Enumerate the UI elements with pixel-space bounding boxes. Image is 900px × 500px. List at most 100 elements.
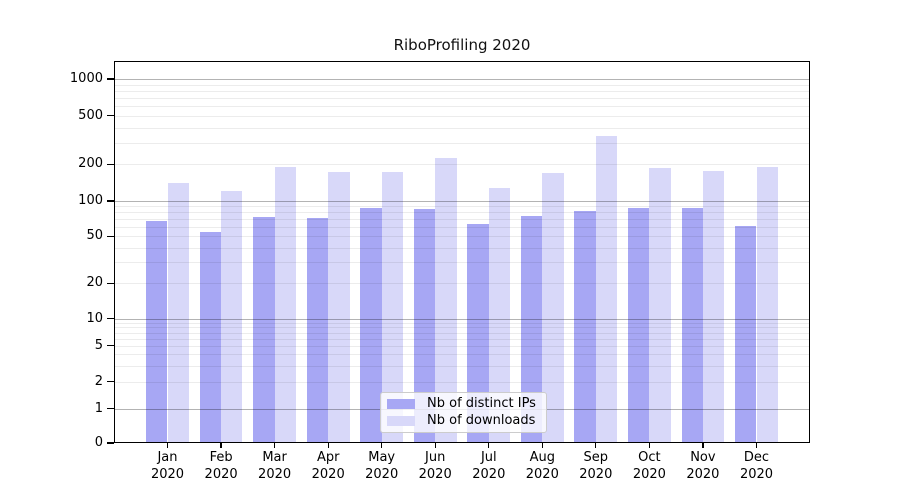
bar-nb-of-distinct-ips-oct bbox=[628, 207, 650, 443]
gridline-minor-800 bbox=[115, 90, 809, 92]
gridline-minor-200 bbox=[115, 164, 809, 166]
x-tick-label-aug: Aug 2020 bbox=[510, 449, 574, 483]
x-tick-month-text: Nov bbox=[690, 450, 716, 465]
gridline-minor-400 bbox=[115, 127, 809, 129]
gridline-minor-30 bbox=[115, 262, 809, 264]
x-tick-may bbox=[381, 443, 383, 448]
x-tick-year-text: 2020 bbox=[418, 467, 452, 482]
x-tick-apr bbox=[327, 443, 329, 448]
x-tick-label-dec: Dec 2020 bbox=[725, 449, 789, 483]
x-tick-label-may: May 2020 bbox=[350, 449, 414, 483]
x-tick-year-text: 2020 bbox=[686, 467, 720, 482]
x-tick-label-sep: Sep 2020 bbox=[564, 449, 628, 483]
x-tick-dec bbox=[755, 443, 758, 448]
y-tick-label-1000: 1000 bbox=[69, 71, 103, 86]
bar-nb-of-downloads-jun bbox=[435, 158, 457, 443]
gridline-minor-9 bbox=[115, 322, 809, 324]
gridline-major-1000 bbox=[115, 79, 809, 80]
x-tick-month-text: Oct bbox=[638, 450, 661, 465]
y-tick-1 bbox=[107, 408, 114, 410]
x-tick-month-text: Aug bbox=[529, 450, 555, 465]
gridline-minor-7 bbox=[115, 332, 809, 334]
y-tick-label-10: 10 bbox=[86, 310, 103, 326]
y-tick-100 bbox=[107, 200, 114, 202]
bar-nb-of-distinct-ips-jan bbox=[146, 220, 168, 443]
gridline-major-10 bbox=[115, 318, 809, 320]
x-tick-year-text: 2020 bbox=[150, 467, 185, 482]
x-tick-sep bbox=[595, 443, 597, 448]
y-tick-label-200: 200 bbox=[78, 156, 103, 172]
x-tick-month-text: May bbox=[368, 450, 396, 465]
bar-nb-of-downloads-apr bbox=[328, 171, 350, 443]
gridline-minor-3 bbox=[115, 365, 809, 367]
bar-nb-of-distinct-ips-dec bbox=[735, 226, 757, 443]
gridline-minor-70 bbox=[115, 219, 809, 221]
bar-nb-of-downloads-nov bbox=[702, 171, 725, 443]
gridline-minor-600 bbox=[115, 106, 809, 108]
bar-nb-of-distinct-ips-feb bbox=[199, 231, 222, 443]
x-tick-label-mar: Mar 2020 bbox=[243, 449, 307, 483]
x-tick-year-text: 2020 bbox=[579, 467, 613, 482]
gridline-minor-4 bbox=[115, 354, 809, 356]
y-tick-2 bbox=[107, 380, 114, 383]
bar-nb-of-distinct-ips-nov bbox=[681, 208, 703, 443]
x-tick-month-text: Mar bbox=[262, 450, 287, 465]
gridline-minor-500 bbox=[115, 115, 809, 117]
gridline-minor-80 bbox=[115, 212, 809, 214]
bar-nb-of-downloads-dec bbox=[756, 167, 778, 443]
gridline-minor-2 bbox=[115, 381, 809, 383]
x-tick-jul bbox=[488, 443, 490, 448]
x-tick-month-text: Apr bbox=[316, 450, 340, 465]
gridline-minor-8 bbox=[115, 327, 809, 329]
x-tick-label-oct: Oct 2020 bbox=[617, 449, 681, 483]
y-tick-500 bbox=[107, 115, 114, 117]
legend-entry-downloads: Nb of downloads bbox=[387, 414, 538, 428]
bar-nb-of-downloads-jul bbox=[488, 187, 511, 443]
bar-nb-of-downloads-may bbox=[381, 172, 404, 443]
x-tick-month-text: Jan bbox=[157, 450, 178, 465]
x-tick-year-text: 2020 bbox=[472, 467, 506, 482]
y-tick-50 bbox=[107, 235, 114, 237]
y-tick-label-20: 20 bbox=[86, 275, 103, 291]
gridline-minor-20 bbox=[115, 283, 809, 285]
x-tick-label-nov: Nov 2020 bbox=[671, 449, 735, 483]
x-tick-label-jan: Jan 2020 bbox=[136, 449, 200, 483]
gridline-minor-900 bbox=[115, 84, 809, 86]
legend-entry-distinct-ips: Nb of distinct IPs bbox=[387, 397, 538, 411]
gridline-minor-40 bbox=[115, 247, 809, 249]
x-tick-year-text: 2020 bbox=[365, 467, 399, 482]
bar-nb-of-distinct-ips-may bbox=[360, 208, 382, 443]
legend: Nb of distinct IPs Nb of downloads bbox=[380, 392, 547, 433]
x-tick-month-text: Sep bbox=[583, 450, 609, 465]
x-tick-aug bbox=[541, 443, 543, 448]
x-tick-label-jul: Jul 2020 bbox=[457, 449, 521, 483]
x-tick-year-text: 2020 bbox=[258, 467, 292, 482]
bar-nb-of-downloads-feb bbox=[221, 190, 243, 443]
bar-nb-of-distinct-ips-mar bbox=[253, 217, 275, 443]
y-tick-label-2: 2 bbox=[94, 373, 103, 389]
bar-nb-of-downloads-mar bbox=[274, 167, 296, 443]
bar-nb-of-distinct-ips-aug bbox=[520, 215, 543, 443]
y-tick-label-50: 50 bbox=[86, 228, 103, 244]
x-tick-mar bbox=[274, 443, 276, 448]
x-tick-month-text: Jul bbox=[480, 450, 497, 465]
gridline-minor-300 bbox=[115, 142, 809, 144]
x-tick-month-text: Feb bbox=[209, 450, 233, 465]
gridline-minor-700 bbox=[115, 97, 809, 99]
gridline-minor-50 bbox=[115, 236, 809, 238]
y-tick-0 bbox=[107, 442, 114, 444]
gridline-minor-6 bbox=[115, 338, 809, 340]
x-tick-month-text: Jun bbox=[425, 450, 446, 465]
y-tick-200 bbox=[107, 163, 114, 165]
x-tick-oct bbox=[648, 443, 650, 448]
x-tick-year-text: 2020 bbox=[739, 467, 774, 482]
x-tick-year-text: 2020 bbox=[525, 467, 559, 482]
x-tick-year-text: 2020 bbox=[204, 467, 238, 482]
y-tick-label-100: 100 bbox=[78, 193, 103, 208]
bar-nb-of-distinct-ips-sep bbox=[574, 211, 596, 443]
x-tick-label-jun: Jun 2020 bbox=[403, 449, 467, 483]
y-tick-5 bbox=[107, 345, 114, 347]
y-tick-10 bbox=[107, 317, 114, 320]
x-tick-label-feb: Feb 2020 bbox=[189, 449, 253, 483]
